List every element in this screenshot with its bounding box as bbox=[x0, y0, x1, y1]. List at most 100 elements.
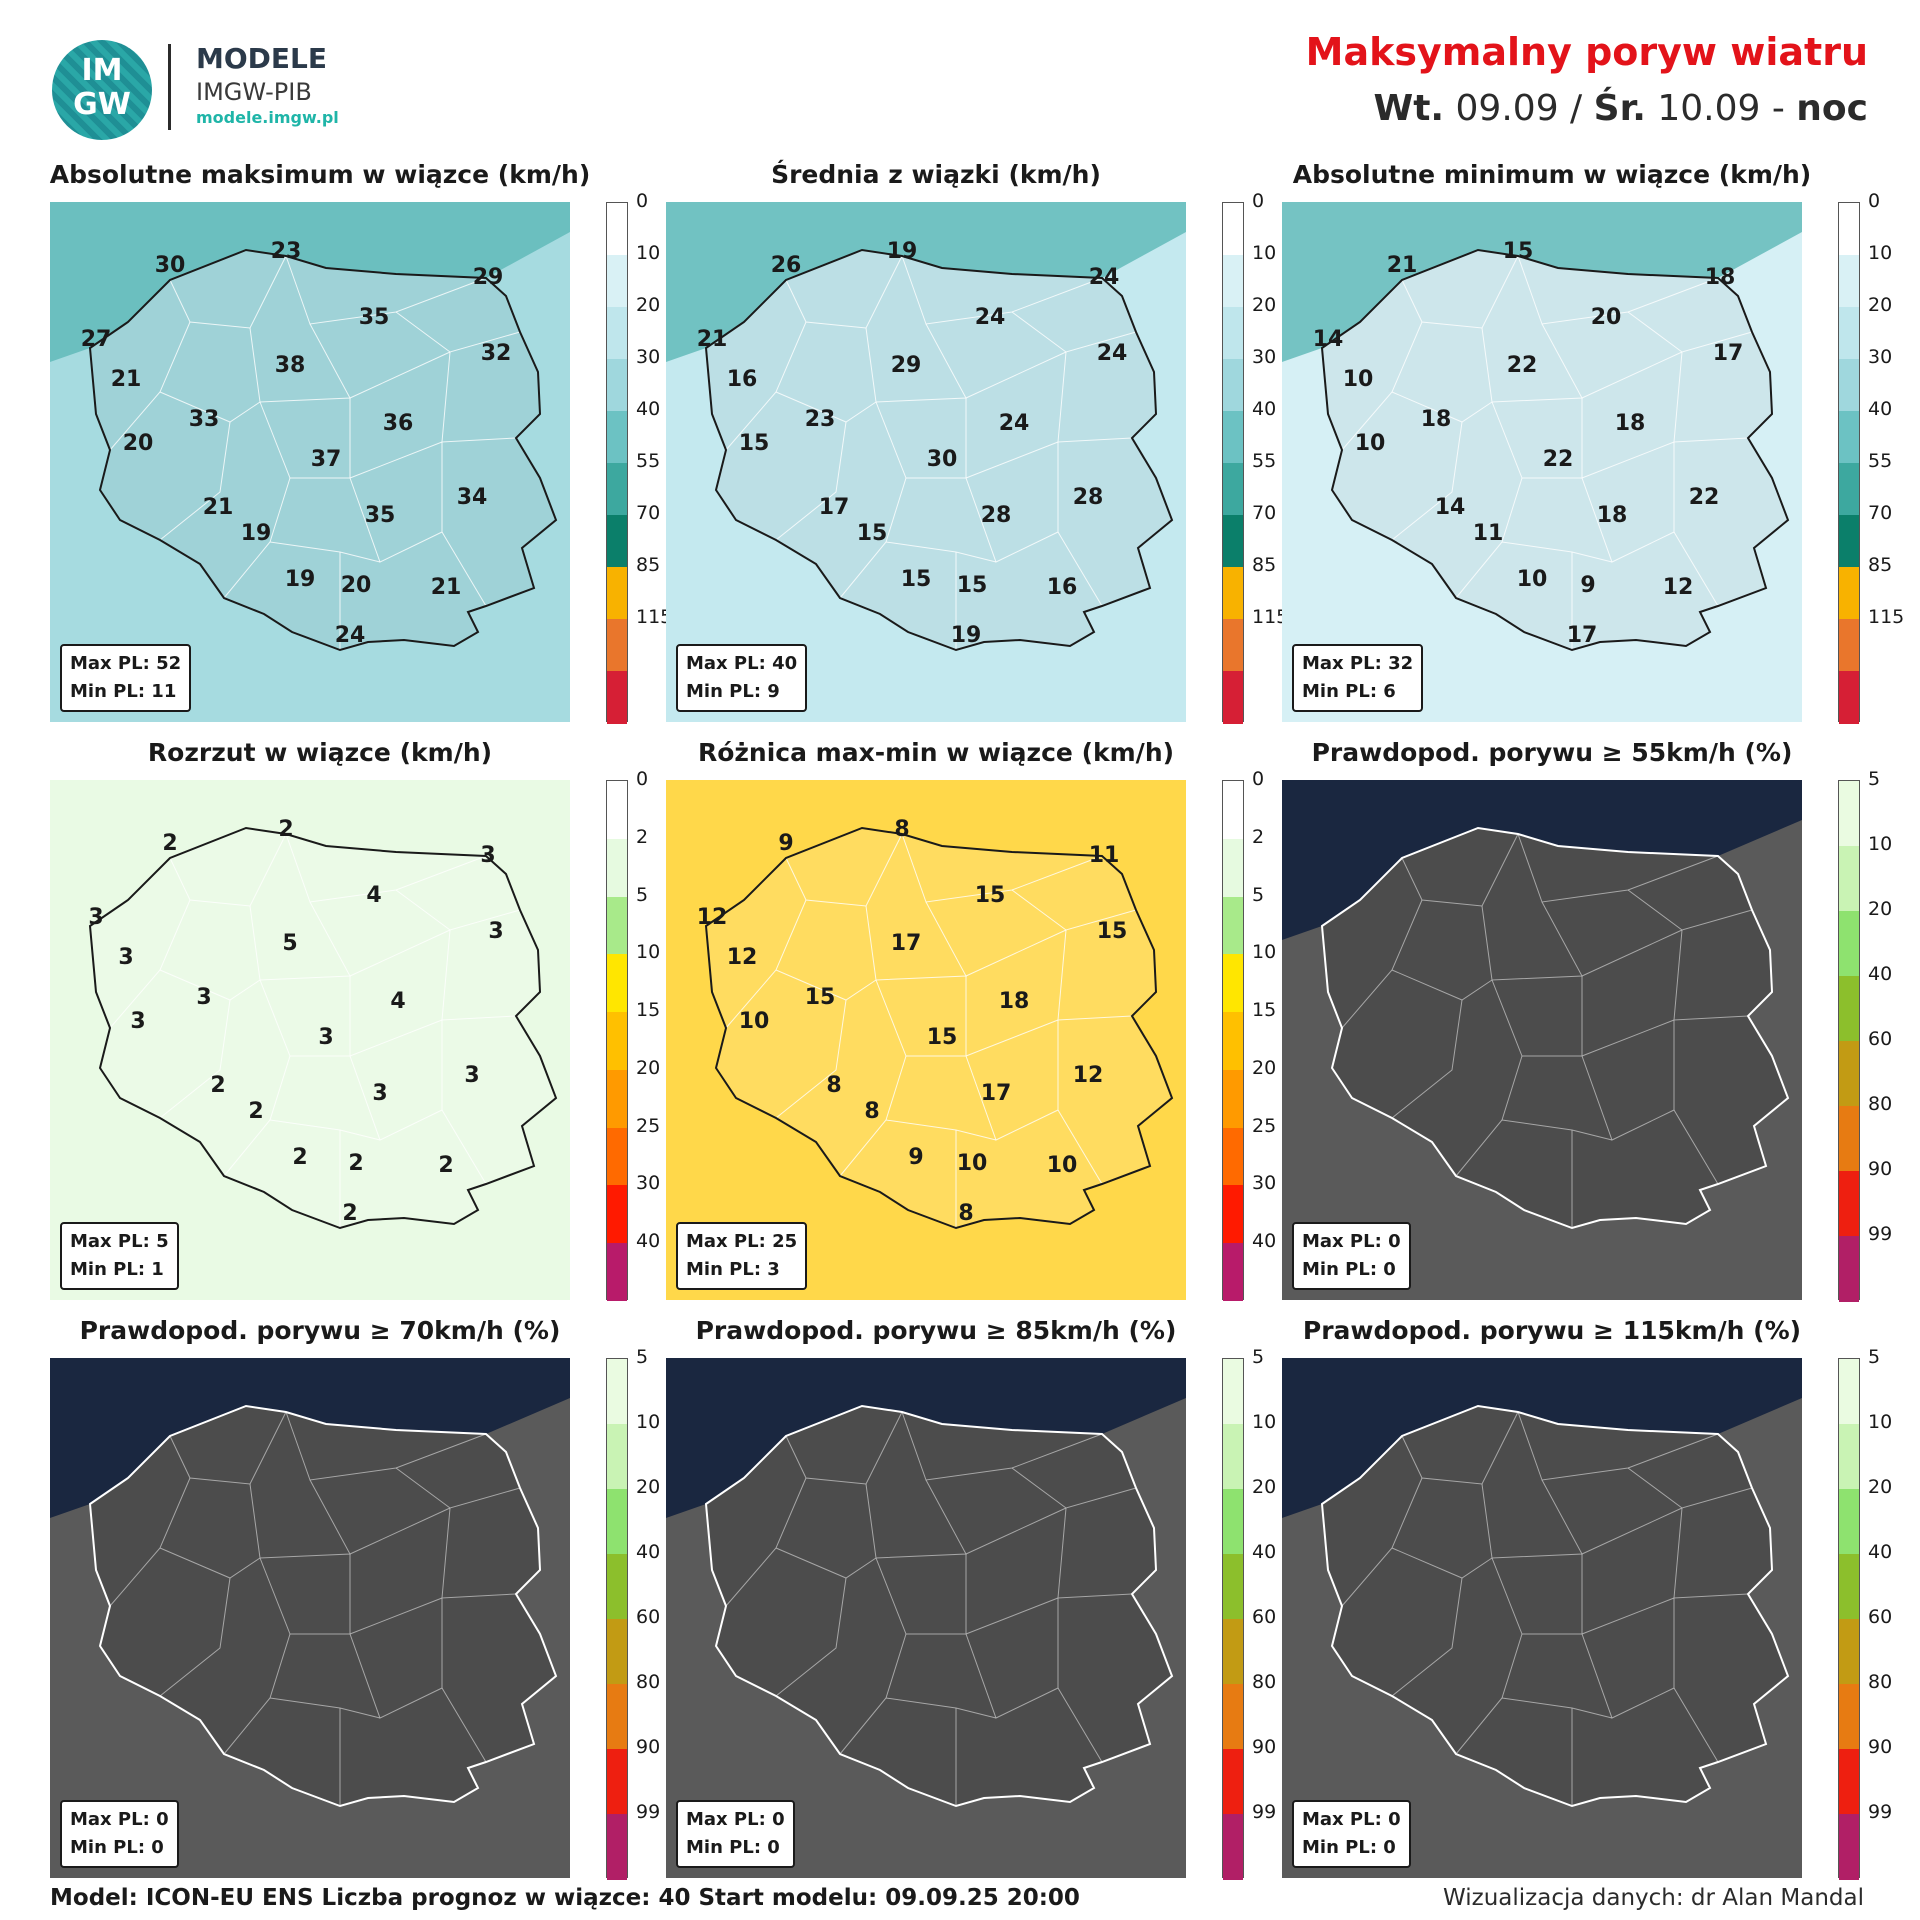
colorbar-segment bbox=[607, 838, 627, 898]
colorbar-tick-label: 30 bbox=[1252, 1172, 1277, 1195]
colorbar-segment bbox=[1839, 1236, 1859, 1302]
colorbar-tick-label: 40 bbox=[1868, 1541, 1893, 1563]
sea-area bbox=[1282, 202, 1802, 362]
country-fill bbox=[706, 250, 1172, 650]
min-pl: Min PL: 3 bbox=[686, 1259, 780, 1280]
colorbar-tick-label: 85 bbox=[1868, 554, 1893, 576]
map-value-label: 3 bbox=[88, 905, 103, 930]
colorbar-tick-label: 55 bbox=[636, 450, 661, 472]
map-value-label: 21 bbox=[697, 327, 728, 352]
map-value-label: 12 bbox=[1073, 1063, 1104, 1088]
colorbar-segment bbox=[607, 1359, 627, 1425]
map-value-label: 12 bbox=[697, 905, 728, 930]
min-pl: Min PL: 0 bbox=[1302, 1259, 1396, 1280]
voivodeship-border bbox=[965, 1597, 1059, 1635]
map-value-label: 2 bbox=[210, 1073, 225, 1098]
colorbar-segment bbox=[1223, 671, 1243, 724]
sea-area bbox=[1282, 1358, 1802, 1518]
map-value-label: 17 bbox=[981, 1081, 1012, 1106]
colorbar-tick-label: 80 bbox=[1868, 1093, 1893, 1115]
colorbar-segment bbox=[1839, 1041, 1859, 1107]
colorbar-tick-label: 5 bbox=[636, 883, 649, 906]
colorbar-tick-label: 85 bbox=[1252, 554, 1277, 576]
colorbar-segment bbox=[1223, 1814, 1243, 1880]
map-value-label: 12 bbox=[727, 945, 758, 970]
map-value-label: 20 bbox=[123, 431, 154, 456]
max-pl: Max PL: 0 bbox=[1302, 1809, 1401, 1830]
voivodeship-border bbox=[169, 1411, 287, 1485]
voivodeship-border bbox=[349, 929, 451, 977]
colorbar-segment bbox=[1223, 1684, 1243, 1750]
colorbar bbox=[1838, 780, 1860, 1302]
map-value-label: 14 bbox=[1313, 327, 1344, 352]
voivodeship-border bbox=[865, 323, 967, 403]
colorbar-tick-label: 2 bbox=[1252, 825, 1265, 848]
map-value-label: 10 bbox=[1343, 367, 1374, 392]
map-svg bbox=[50, 1358, 570, 1878]
map-value-label: 9 bbox=[908, 1145, 923, 1170]
poland-map: Max PL: 0 Min PL: 0 bbox=[666, 1358, 1186, 1878]
colorbar-tick-label: 85 bbox=[636, 554, 661, 576]
colorbar-tick-label: 115 bbox=[1868, 606, 1905, 628]
voivodeship-border bbox=[1581, 1019, 1675, 1057]
min-pl: Min PL: 0 bbox=[686, 1837, 780, 1858]
colorbar-tick-label: 15 bbox=[1252, 999, 1277, 1022]
voivodeship-border bbox=[785, 1411, 903, 1485]
voivodeship-border bbox=[349, 1597, 443, 1635]
header: IM GW MODELE IMGW-PIB modele.imgw.pl Mak… bbox=[0, 0, 1920, 150]
voivodeship-border bbox=[159, 999, 231, 1119]
colorbar-segment bbox=[1839, 781, 1859, 847]
colorbar-segment bbox=[1839, 846, 1859, 912]
map-value-label: 2 bbox=[248, 1099, 263, 1124]
stats-box: Max PL: 5 Min PL: 1 bbox=[60, 1222, 179, 1290]
colorbar-segment bbox=[1839, 1171, 1859, 1237]
voivodeship-border bbox=[349, 1020, 443, 1141]
colorbar-segment bbox=[607, 1489, 627, 1555]
voivodeship-border bbox=[285, 1411, 487, 1481]
map-value-label: 18 bbox=[1615, 411, 1646, 436]
voivodeship-border bbox=[1401, 1411, 1519, 1485]
map-value-label: 19 bbox=[241, 521, 272, 546]
voivodeship-border bbox=[285, 255, 487, 325]
map-value-label: 2 bbox=[278, 817, 293, 842]
voivodeship-border bbox=[965, 441, 1059, 479]
map-value-label: 15 bbox=[1503, 239, 1534, 264]
min-pl: Min PL: 11 bbox=[70, 681, 177, 702]
colorbar-segment bbox=[607, 619, 627, 672]
stats-box: Max PL: 0 Min PL: 0 bbox=[676, 1800, 795, 1868]
colorbar-tick-label: 90 bbox=[1868, 1736, 1893, 1758]
colorbar bbox=[606, 780, 628, 1302]
colorbar bbox=[1838, 202, 1860, 724]
max-pl: Max PL: 52 bbox=[70, 653, 182, 674]
poland-map: 21 15 18 14 20 17 10 22 18 18 10 22 22 14 18 11 10 9 12 17 M… bbox=[1282, 202, 1802, 722]
map-value-label: 34 bbox=[457, 485, 488, 510]
logo-url[interactable]: modele.imgw.pl bbox=[196, 108, 339, 127]
colorbar-tick-label: 40 bbox=[1868, 963, 1893, 985]
colorbar-segment bbox=[1839, 359, 1859, 412]
map-panel: Średnia z wiązki (km/h) 26 19 24 21 24 24 16 29 2… bbox=[656, 160, 1288, 740]
map-panel: Absolutne minimum w wiązce (km/h) 21 15 18 1… bbox=[1272, 160, 1904, 740]
colorbar-segment bbox=[1223, 1424, 1243, 1490]
map-value-label: 3 bbox=[464, 1063, 479, 1088]
poland-map: Max PL: 0 Min PL: 0 bbox=[1282, 780, 1802, 1300]
subtitle-dash: - bbox=[1771, 88, 1785, 129]
subtitle-date2: 10.09 bbox=[1657, 88, 1761, 129]
voivodeship-border bbox=[441, 531, 487, 607]
colorbar-segment bbox=[1223, 203, 1243, 256]
colorbar-tick-label: 10 bbox=[1252, 242, 1277, 264]
map-value-label: 18 bbox=[999, 989, 1030, 1014]
colorbar-tick-label: 20 bbox=[1252, 1056, 1277, 1079]
colorbar-tick-label: 55 bbox=[1252, 450, 1277, 472]
colorbar-segment bbox=[1839, 411, 1859, 464]
colorbar-tick-label: 20 bbox=[1868, 898, 1893, 920]
panel-title: Prawdopod. porywu ≥ 85km/h (%) bbox=[695, 1316, 1177, 1345]
map-value-label: 20 bbox=[1591, 305, 1622, 330]
colorbar-segment bbox=[1223, 1127, 1243, 1186]
map-value-label: 23 bbox=[271, 239, 302, 264]
map-value-label: 24 bbox=[1089, 265, 1120, 290]
voivodeship-border bbox=[349, 442, 443, 563]
map-value-label: 22 bbox=[1507, 353, 1538, 378]
colorbar-segment bbox=[1223, 1619, 1243, 1685]
